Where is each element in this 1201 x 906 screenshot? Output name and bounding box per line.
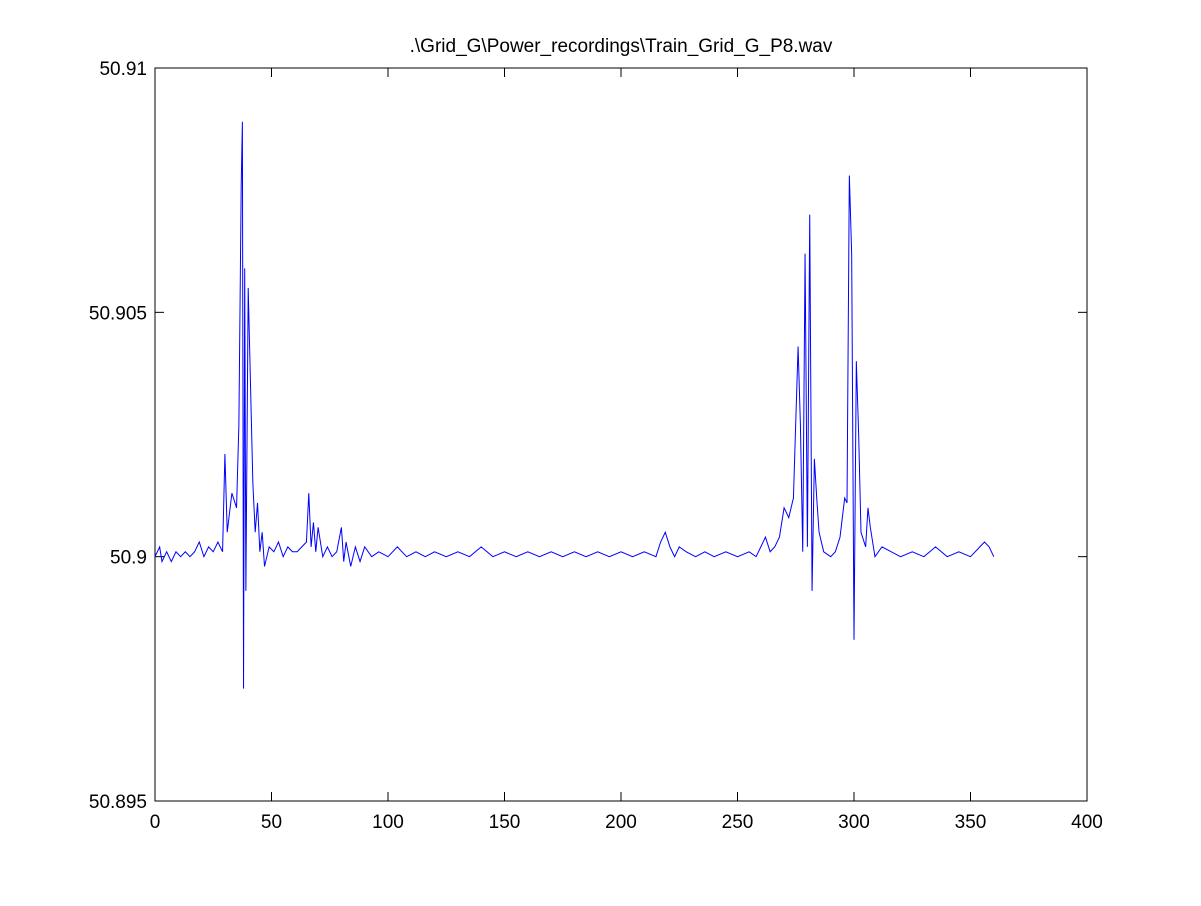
x-tick-label: 50 <box>261 812 282 833</box>
y-tick-label: 50.905 <box>89 303 147 324</box>
y-tick-label: 50.9 <box>110 548 147 569</box>
y-tick-label: 50.91 <box>99 59 147 80</box>
chart-title: .\Grid_G\Power_recordings\Train_Grid_G_P… <box>410 36 833 57</box>
x-tick-label: 350 <box>955 812 987 833</box>
x-tick-label: 150 <box>489 812 521 833</box>
x-tick-label: 0 <box>150 812 161 833</box>
x-tick-label: 400 <box>1071 812 1103 833</box>
x-tick-label: 250 <box>722 812 754 833</box>
y-tick-label: 50.895 <box>89 792 147 813</box>
plot-frame <box>154 67 1088 802</box>
x-tick-label: 300 <box>838 812 870 833</box>
x-tick-label: 100 <box>372 812 404 833</box>
data-line <box>154 121 995 689</box>
x-tick-label: 200 <box>605 812 637 833</box>
